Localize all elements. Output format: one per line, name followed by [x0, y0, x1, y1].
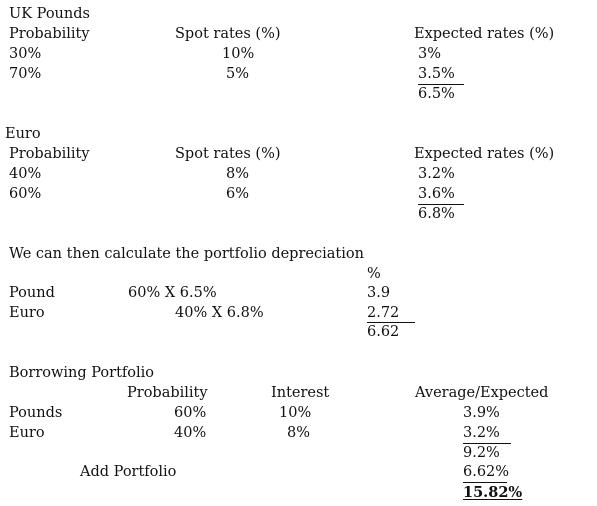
- depreciation-sum-rule: [367, 322, 415, 323]
- euro-total: 6.8%: [418, 206, 455, 222]
- depreciation-total: 6.62: [367, 324, 400, 340]
- grand-total: 15.82%: [463, 484, 523, 501]
- uk-row2-spot: 5%: [226, 66, 250, 82]
- euro-row1-spot: 8%: [226, 166, 250, 182]
- euro-col-probability: Probability: [9, 146, 90, 162]
- depreciation-row2-value: 2.72: [367, 305, 400, 321]
- uk-col-expected: Expected rates (%): [414, 26, 555, 42]
- depreciation-unit: %: [367, 266, 381, 282]
- euro-heading: Euro: [5, 126, 41, 142]
- depreciation-row1-value: 3.9: [367, 285, 391, 301]
- uk-total: 6.5%: [418, 86, 455, 102]
- borrowing-row2-interest: 8%: [287, 425, 311, 441]
- borrowing-row2-label: Euro: [9, 425, 45, 441]
- borrowing-col-average: Average/Expected: [415, 385, 549, 401]
- borrowing-subtotal: 9.2%: [463, 445, 500, 461]
- add-portfolio-value: 6.62%: [463, 464, 510, 480]
- uk-row1-spot: 10%: [222, 46, 255, 62]
- borrowing-col-interest: Interest: [271, 385, 330, 401]
- add-portfolio-rule: [463, 482, 507, 483]
- borrowing-sum-rule: [463, 443, 511, 444]
- borrowing-col-probability: Probability: [127, 385, 208, 401]
- euro-col-spot: Spot rates (%): [175, 146, 281, 162]
- euro-row1-expected: 3.2%: [418, 166, 455, 182]
- borrowing-row1-interest: 10%: [279, 405, 312, 421]
- borrowing-row1-prob: 60%: [174, 405, 207, 421]
- euro-sum-rule: [418, 204, 464, 205]
- uk-col-spot: Spot rates (%): [175, 26, 281, 42]
- euro-row2-spot: 6%: [226, 186, 250, 202]
- uk-row2-expected: 3.5%: [418, 66, 455, 82]
- uk-col-probability: Probability: [9, 26, 90, 42]
- depreciation-row2-label: Euro: [9, 305, 45, 321]
- euro-row2-expected: 3.6%: [418, 186, 455, 202]
- uk-row1-prob: 30%: [9, 46, 42, 62]
- uk-sum-rule: [418, 84, 464, 85]
- euro-col-expected: Expected rates (%): [414, 146, 555, 162]
- borrowing-row1-label: Pounds: [9, 405, 63, 421]
- uk-row2-prob: 70%: [9, 66, 42, 82]
- borrowing-heading: Borrowing Portfolio: [9, 365, 155, 381]
- uk-row1-expected: 3%: [418, 46, 442, 62]
- depreciation-row1-calc: 60% X 6.5%: [128, 285, 217, 301]
- add-portfolio-label: Add Portfolio: [80, 464, 177, 480]
- euro-row2-prob: 60%: [9, 186, 42, 202]
- borrowing-row2-avg: 3.2%: [463, 425, 500, 441]
- borrowing-row1-avg: 3.9%: [463, 405, 500, 421]
- euro-row1-prob: 40%: [9, 166, 42, 182]
- uk-heading: UK Pounds: [9, 6, 90, 22]
- borrowing-row2-prob: 40%: [174, 425, 207, 441]
- depreciation-row1-label: Pound: [9, 285, 55, 301]
- depreciation-heading: We can then calculate the portfolio depr…: [9, 246, 364, 262]
- depreciation-row2-calc: 40% X 6.8%: [175, 305, 264, 321]
